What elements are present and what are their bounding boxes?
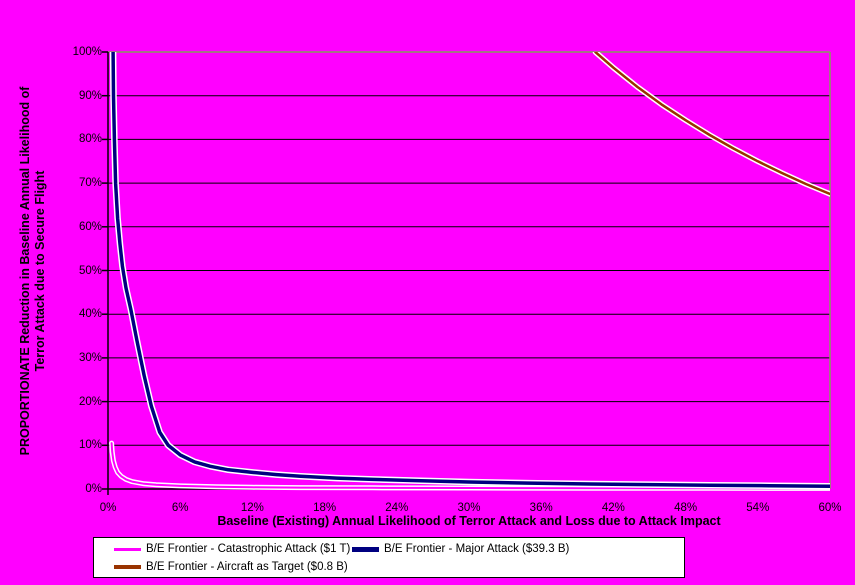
series-outline <box>592 52 830 197</box>
x-axis-title: Baseline (Existing) Annual Likelihood of… <box>217 514 721 528</box>
y-tick-label: 80% <box>78 133 102 146</box>
legend-item: B/E Frontier - Aircraft as Target ($0.8 … <box>114 561 348 573</box>
y-tick-label: 60% <box>78 220 102 233</box>
legend-line-sample <box>352 546 379 552</box>
y-tick-label: 100% <box>72 46 102 58</box>
x-tick-label: 42% <box>601 502 625 514</box>
legend-box: B/E Frontier - Catastrophic Attack ($1 T… <box>93 537 685 578</box>
series-group <box>109 52 830 491</box>
y-tick-label: 90% <box>78 89 102 102</box>
x-tick-label: 30% <box>457 502 481 514</box>
y-tick-label: 10% <box>78 439 102 452</box>
series-line <box>111 52 830 488</box>
x-tick-label: 24% <box>385 502 409 514</box>
y-tick-label: 40% <box>78 308 102 321</box>
x-tick-label: 6% <box>171 502 189 514</box>
legend-line-sample <box>114 547 141 551</box>
x-tick-label: 12% <box>240 502 264 514</box>
legend-line-sample <box>114 565 141 569</box>
series-outline <box>109 52 830 490</box>
x-tick-label: 54% <box>746 502 770 514</box>
legend-label: B/E Frontier - Aircraft as Target ($0.8 … <box>146 561 348 573</box>
x-tick-label: 18% <box>313 502 337 514</box>
y-tick-label: 50% <box>78 264 102 277</box>
legend-label: B/E Frontier - Major Attack ($39.3 B) <box>384 543 570 555</box>
legend-item: B/E Frontier - Catastrophic Attack ($1 T… <box>114 543 350 555</box>
y-axis-title-line1: PROPORTIONATE Reduction in Baseline Annu… <box>18 86 32 456</box>
x-tick-label: 60% <box>818 502 842 514</box>
x-tick-label: 36% <box>529 502 553 514</box>
series-line <box>110 442 830 490</box>
y-tick-label: 0% <box>85 483 102 495</box>
legend-item: B/E Frontier - Major Attack ($39.3 B) <box>352 543 569 555</box>
x-tick-label: 48% <box>674 502 698 514</box>
x-tick-label: 0% <box>99 502 117 514</box>
legend-label: B/E Frontier - Catastrophic Attack ($1 T… <box>146 543 351 555</box>
y-tick-label: 70% <box>78 177 102 190</box>
y-tick-label: 30% <box>78 351 102 364</box>
y-tick-label: 20% <box>78 395 102 408</box>
series-line <box>594 52 830 196</box>
